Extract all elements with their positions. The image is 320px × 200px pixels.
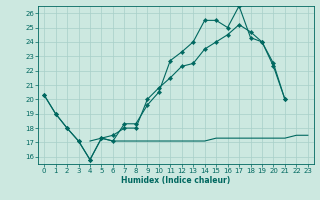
X-axis label: Humidex (Indice chaleur): Humidex (Indice chaleur) <box>121 176 231 185</box>
